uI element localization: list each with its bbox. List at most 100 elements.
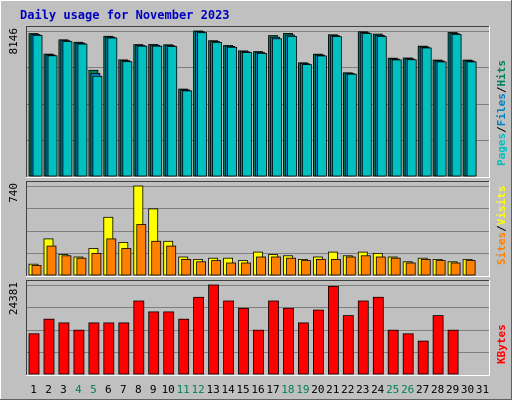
- bar-sites-day-14: [226, 262, 237, 276]
- bar-sites-day-2: [46, 245, 57, 276]
- bar-pages-day-24: [376, 36, 387, 177]
- bar-pages-day-4: [77, 43, 88, 177]
- bar-sites-day-19: [300, 260, 311, 276]
- bar-sites-day-15: [241, 262, 251, 276]
- bar-sites-day-17: [271, 256, 281, 276]
- panel-legend: KBytes: [495, 324, 508, 364]
- x-label-day-16: 16: [251, 383, 264, 396]
- legend-sites: Sites: [495, 232, 508, 265]
- bar-kbytes-day-1: [28, 333, 40, 375]
- bar-sites-day-22: [345, 256, 356, 276]
- x-label-day-24: 24: [371, 383, 385, 396]
- x-label-day-26: 26: [401, 383, 414, 396]
- bar-kbytes-day-7: [118, 322, 130, 375]
- legend-separator: /: [495, 225, 508, 232]
- bar-kbytes-day-15: [238, 307, 249, 375]
- bar-pages-day-19: [301, 64, 312, 177]
- bar-kbytes-day-4: [73, 329, 85, 375]
- bar-kbytes-day-18: [283, 307, 294, 375]
- x-label-day-1: 1: [30, 383, 37, 396]
- bar-pages-day-21: [331, 36, 342, 177]
- bar-kbytes-day-28: [432, 315, 444, 375]
- bar-sites-day-21: [330, 258, 341, 276]
- bar-sites-day-1: [31, 264, 42, 276]
- x-label-day-31: 31: [476, 383, 489, 396]
- bar-pages-day-29: [451, 34, 462, 177]
- x-label-day-11: 11: [177, 383, 190, 396]
- bar-sites-day-7: [121, 248, 132, 276]
- bar-pages-day-27: [421, 47, 432, 177]
- bar-kbytes-day-8: [133, 300, 145, 375]
- legend-separator: /: [495, 86, 508, 93]
- legend-visits: Visits: [495, 186, 508, 226]
- panel-legend: Pages/Files/Hits: [495, 60, 508, 166]
- bar-pages-day-26: [406, 59, 417, 177]
- bar-sites-day-13: [211, 260, 222, 276]
- x-axis-labels: 1 2 3 4 5 6 7 8 9 10 11 12 13 14 15 16 17 18 19 20 21 22 23 24 2…: [30, 383, 489, 396]
- bar-kbytes-day-21: [327, 285, 339, 375]
- panel-2: 740 Sites/Visits: [7, 181, 508, 277]
- bar-kbytes-day-29: [447, 329, 459, 375]
- bar-pages-day-6: [107, 37, 118, 177]
- bar-kbytes-day-22: [342, 315, 354, 375]
- x-label-day-19: 19: [296, 383, 309, 396]
- bar-kbytes-day-16: [253, 329, 264, 375]
- x-label-day-30: 30: [461, 383, 474, 396]
- x-label-day-13: 13: [206, 383, 219, 396]
- x-label-day-28: 28: [431, 383, 444, 396]
- bar-sites-day-28: [435, 260, 446, 276]
- bar-pages-day-8: [137, 45, 148, 177]
- bar-pages-day-9: [152, 45, 163, 177]
- legend-kbytes: KBytes: [495, 324, 508, 364]
- x-label-day-3: 3: [60, 383, 67, 396]
- bar-pages-day-23: [361, 33, 372, 177]
- bar-sites-day-10: [166, 245, 177, 276]
- bar-sites-day-27: [420, 258, 431, 276]
- x-label-day-12: 12: [191, 383, 204, 396]
- bar-kbytes-day-2: [43, 318, 55, 375]
- bar-pages-day-10: [167, 46, 178, 177]
- bar-sites-day-23: [360, 255, 371, 276]
- bar-sites-day-29: [450, 262, 461, 276]
- panel-1: 8146 Pages/Files/Hits: [7, 26, 508, 178]
- bar-kbytes-day-11: [178, 318, 190, 375]
- x-label-day-17: 17: [266, 383, 279, 396]
- bar-sites-day-4: [76, 257, 87, 276]
- x-label-day-7: 7: [120, 383, 127, 396]
- bar-sites-day-8: [136, 224, 147, 276]
- bar-sites-day-12: [196, 261, 207, 276]
- bar-pages-day-13: [212, 42, 223, 177]
- bar-sites-day-20: [315, 258, 326, 276]
- bar-kbytes-day-9: [148, 311, 160, 375]
- x-label-day-4: 4: [75, 383, 82, 396]
- bar-kbytes-day-14: [223, 300, 235, 375]
- x-label-day-15: 15: [236, 383, 249, 396]
- x-label-day-21: 21: [326, 383, 339, 396]
- y-axis-max-label: 8146: [7, 28, 20, 55]
- bar-pages-day-28: [436, 61, 447, 177]
- bar-kbytes-day-27: [417, 340, 429, 375]
- bar-pages-day-15: [242, 52, 252, 177]
- bar-pages-day-1: [32, 35, 43, 177]
- bar-kbytes-day-13: [208, 284, 220, 375]
- x-label-day-9: 9: [150, 383, 157, 396]
- x-label-day-6: 6: [105, 383, 112, 396]
- bar-kbytes-day-19: [297, 322, 309, 375]
- bar-kbytes-day-3: [58, 322, 70, 375]
- bar-sites-day-11: [181, 258, 192, 276]
- bar-pages-day-12: [197, 32, 208, 177]
- bar-pages-day-30: [466, 61, 477, 177]
- legend-files: Files: [495, 93, 508, 126]
- bar-pages-day-25: [391, 59, 402, 177]
- x-label-day-20: 20: [311, 383, 324, 396]
- x-label-day-8: 8: [135, 383, 142, 396]
- panel-legend: Sites/Visits: [495, 186, 508, 266]
- x-label-day-2: 2: [45, 383, 52, 396]
- bar-kbytes-day-10: [163, 311, 175, 375]
- x-label-day-27: 27: [416, 383, 429, 396]
- bar-sites-day-18: [286, 257, 296, 276]
- bar-kbytes-day-23: [357, 300, 369, 375]
- bar-kbytes-day-24: [372, 296, 384, 375]
- bar-pages-day-16: [257, 53, 267, 177]
